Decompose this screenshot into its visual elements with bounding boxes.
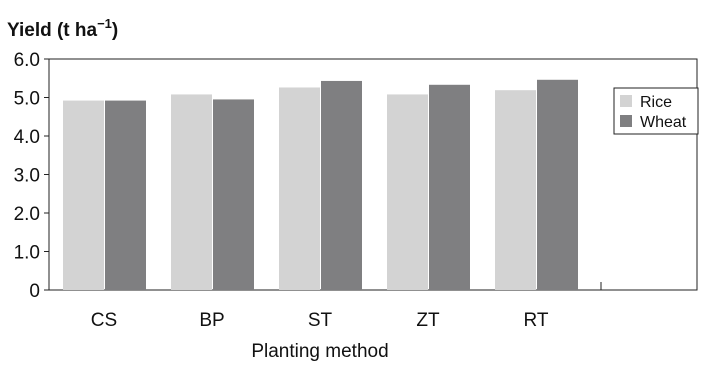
y-tick-label: 4.0 [14,127,40,148]
y-tick-label: 5.0 [14,89,40,110]
y-tick-label: 1.0 [14,243,40,264]
y-tick-label: 0 [29,281,40,302]
x-tick-label: ZT [416,310,440,331]
x-axis-label: Planting method [251,341,388,362]
x-tick-label: CS [91,310,117,331]
bar-rice-zt [387,94,428,290]
bar-rice-rt [495,90,536,290]
x-tick-label: RT [524,310,549,331]
legend: Rice Wheat [614,88,698,134]
legend-swatch-rice [620,95,632,107]
chart-title-superscript: −1 [97,16,112,31]
bar-wheat-rt [537,80,578,290]
bar-wheat-cs [105,101,146,290]
plot-frame [49,59,697,290]
bar-wheat-zt [429,85,470,290]
y-tick-label: 2.0 [14,204,40,225]
y-tick-label: 6.0 [14,50,40,71]
x-tick-label: BP [199,310,224,331]
x-tick-label: ST [308,310,333,331]
bars [63,80,578,290]
bar-rice-bp [171,94,212,290]
y-tick-label: 3.0 [14,166,40,187]
legend-swatch-wheat [620,115,632,127]
bar-wheat-st [321,81,362,290]
bar-rice-st [279,87,320,290]
plot-area-border [49,59,697,290]
legend-label-rice: Rice [640,94,672,111]
bar-wheat-bp [213,99,254,290]
y-axis: 0 1.0 2.0 3.0 4.0 5.0 6.0 [14,50,49,302]
chart-title: Yield (t ha−1) [7,16,118,41]
legend-label-wheat: Wheat [640,114,687,131]
bar-rice-cs [63,101,104,290]
chart-title-main: Yield (t ha [7,20,98,41]
chart-title-close: ) [112,20,118,41]
